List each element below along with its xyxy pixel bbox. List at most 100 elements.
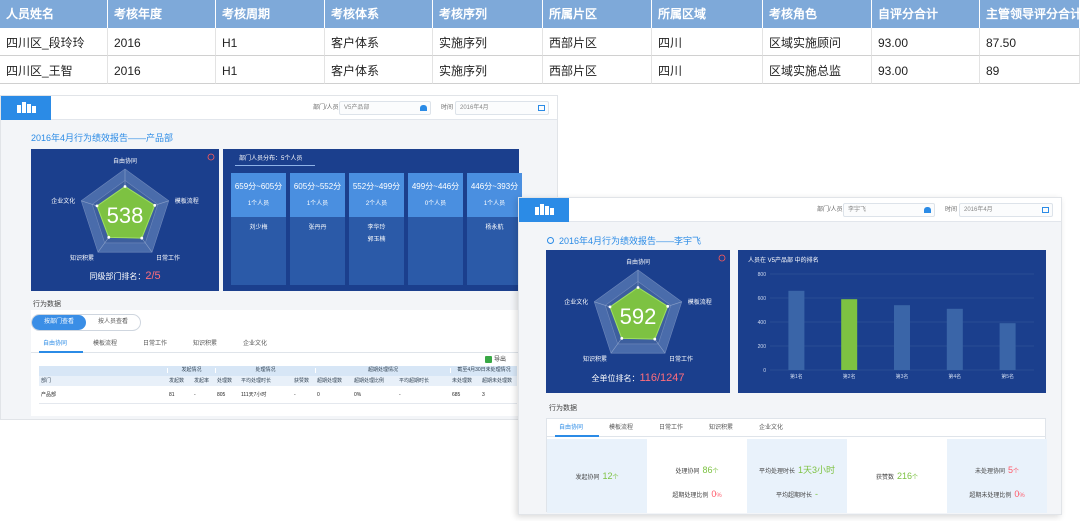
column-header: 获赞数 <box>294 378 310 384</box>
radar-area <box>96 185 156 239</box>
header-text: 自评分合计 <box>878 7 939 21</box>
back-icon[interactable] <box>547 237 554 244</box>
column-header: 超期未处理数 <box>482 378 513 384</box>
section-title: 行为数据 <box>549 405 577 412</box>
range-count: 1个人员 <box>247 201 270 207</box>
logo-bar <box>32 106 36 113</box>
range-count: 0个人员 <box>424 201 447 207</box>
data-cell: 81 <box>169 392 175 398</box>
tab[interactable]: 模板流程 <box>89 337 133 353</box>
tab[interactable]: 日常工作 <box>139 337 183 353</box>
distribution-title: 部门人员分布：5个人员 <box>239 156 303 162</box>
stat-label: 获赞数 <box>875 475 894 481</box>
rank-line: 同级部门排名：2/5 <box>89 270 160 282</box>
stat-label: 超期未处理比例 <box>969 493 1012 499</box>
radar-axis-label: 企业文化 <box>51 197 75 205</box>
cell: 87.50 <box>980 28 1080 56</box>
help-icon <box>207 153 215 161</box>
time-input[interactable]: 2016年4月 <box>455 101 549 115</box>
header-text: 考核年度 <box>114 7 163 21</box>
rank-value: 2/5 <box>145 270 160 282</box>
tab[interactable]: 企业文化 <box>239 337 283 353</box>
stat-label: 发起协同 <box>575 475 600 481</box>
y-tick-label: 0 <box>763 368 766 374</box>
tab[interactable]: 自由协同 <box>555 421 599 437</box>
stat-value: 0 <box>1014 489 1020 499</box>
distribution-column: 499分~446分 0个人员 <box>408 173 463 285</box>
cell: 实施序列 <box>433 28 543 56</box>
tab[interactable]: 日常工作 <box>655 421 699 437</box>
row-line <box>39 403 517 404</box>
cell-text: 四川 <box>658 36 683 50</box>
tab[interactable]: 模板流程 <box>605 421 649 437</box>
header-cell: 自评分合计 <box>872 0 980 28</box>
column-header: 未处理数 <box>452 378 473 384</box>
cell: 四川区_王智 <box>0 56 108 84</box>
header-text: 考核周期 <box>222 7 271 21</box>
cell: 2016 <box>108 56 216 84</box>
view-tab[interactable]: 按人员查看 <box>86 315 140 330</box>
column-header: 平均处理时长 <box>241 378 272 384</box>
time-input[interactable]: 2016年4月 <box>959 203 1053 217</box>
tab-label: 日常工作 <box>143 341 168 347</box>
person-icon <box>924 207 931 213</box>
stat-unit: % <box>716 493 722 499</box>
data-cell: 3 <box>482 392 485 398</box>
data-cell: 805 <box>217 392 226 398</box>
data-cell: - <box>194 392 196 398</box>
x-tick-label: 第3名 <box>896 373 909 380</box>
cell: 四川区_段玲玲 <box>0 28 108 56</box>
tab-label: 知识积累 <box>709 425 734 431</box>
cell: 89 <box>980 56 1080 84</box>
cell-text: 四川 <box>658 64 683 78</box>
radar-axis-label: 知识积累 <box>70 254 94 262</box>
summary-table: 人员姓名 考核年度 考核周期 考核体系 考核序列 所属片区 所属区域 考核角色 自评分合计 主管领… <box>0 0 1080 85</box>
stat-item: 未处理协同 5个 <box>947 461 1047 476</box>
group-header: 处理情况 <box>215 368 315 373</box>
time-label: 时间 <box>945 207 958 213</box>
radar-dot <box>636 286 640 289</box>
cell-text: 西部片区 <box>549 36 598 50</box>
tab[interactable]: 知识积累 <box>189 337 233 353</box>
filter-input[interactable]: 李宇飞 <box>843 203 935 217</box>
view-tab[interactable]: 按部门查看 <box>32 315 86 330</box>
cell-text: 2016 <box>114 36 141 50</box>
radar-dot <box>153 203 157 207</box>
filter-input[interactable]: V5产品部 <box>339 101 431 115</box>
radar-axis-label: 自由协同 <box>626 258 650 266</box>
report-title: 2016年4月行为绩效报告——李宇飞 <box>559 236 702 246</box>
tab[interactable]: 企业文化 <box>755 421 799 437</box>
time-label: 时间 <box>441 105 454 111</box>
behavior-section: 按部门查看 按人员查看 自由协同 模板流程 日常工作 知识积累 企业文化 导出 发起情况 处理情况… <box>31 310 519 416</box>
stat-value: - <box>815 489 818 499</box>
cell-text: 89 <box>986 64 1000 78</box>
tab-bar: 自由协同 模板流程 日常工作 知识积累 企业文化 <box>547 421 1045 437</box>
tab-label: 企业文化 <box>759 425 784 431</box>
time-value: 2016年4月 <box>460 105 489 111</box>
person-report-panel: 部门/人员 李宇飞 时间 2016年4月 2016年4月行为绩效报告——李宇飞 自由协同模… <box>518 197 1062 515</box>
stat-label: 平均处理时长 <box>758 469 795 475</box>
bar <box>841 299 858 370</box>
export-button[interactable]: 导出 <box>485 355 519 364</box>
tab-label: 自由协同 <box>559 425 584 431</box>
radar-axis-label: 模板流程 <box>688 298 712 306</box>
cell-text: 客户体系 <box>331 64 380 78</box>
column-header: 发起数 <box>169 378 185 384</box>
x-tick-label: 第2名 <box>843 373 856 380</box>
range-label: 552分~499分 <box>352 182 401 191</box>
tab[interactable]: 自由协同 <box>39 337 83 353</box>
bar <box>788 290 805 370</box>
bar <box>894 305 910 370</box>
header-cell: 所属区域 <box>652 0 763 28</box>
tab[interactable]: 知识积累 <box>705 421 749 437</box>
distribution-column: 605分~552分 1个人员 张丹丹 <box>290 173 345 285</box>
tab-label: 模板流程 <box>609 425 634 431</box>
tab-bar: 自由协同 模板流程 日常工作 知识积累 企业文化 <box>31 337 519 353</box>
header-text: 人员姓名 <box>6 7 55 21</box>
distribution-column: 659分~605分 1个人员 刘少梅 <box>231 173 286 285</box>
cell-text: 四川区_王智 <box>6 64 73 78</box>
stat-unit: 个 <box>712 469 719 475</box>
person-name: 郭玉楠 <box>367 237 386 243</box>
range-count: 1个人员 <box>306 201 329 207</box>
